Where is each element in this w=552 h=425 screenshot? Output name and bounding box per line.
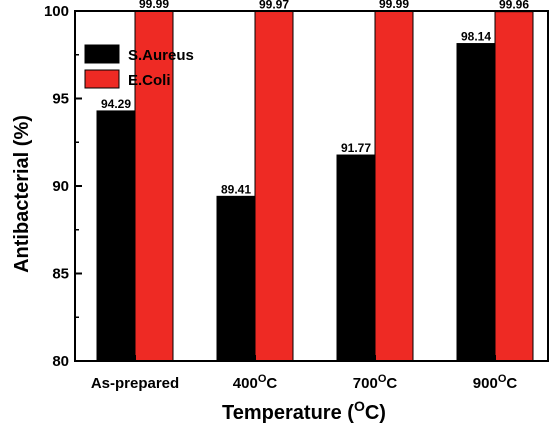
x-tick-label-value: 700: [353, 375, 378, 392]
x-tick-label-value: 900: [473, 375, 498, 392]
data-label: 98.14: [461, 30, 491, 44]
x-axis-title-main: Temperature (: [222, 402, 354, 424]
data-label: 99.99: [379, 0, 409, 11]
legend-swatch: [84, 44, 120, 64]
x-tick-label-value: 400: [233, 375, 258, 392]
x-tick-label-unit: C: [506, 375, 517, 392]
data-label: 99.99: [139, 0, 169, 11]
x-tick-label: 900OC: [473, 373, 518, 392]
x-tick-label: 700OC: [353, 373, 398, 392]
legend-label: E.Coli: [128, 72, 171, 89]
y-axis-title: Antibacterial (%): [11, 115, 33, 273]
data-label: 99.97: [259, 0, 289, 12]
x-axis-title: Temperature (OC): [222, 398, 386, 424]
data-labels-layer: 94.29 89.41 91.77 98.14 99.99 99.97 99.99 99.96: [101, 0, 529, 196]
y-tick-label: 100: [44, 3, 69, 20]
x-axis-title-end: C): [365, 402, 386, 424]
x-tick-label: 400OC: [233, 373, 278, 392]
legend-swatch: [84, 69, 120, 89]
bar-e-coli-1: [254, 11, 294, 362]
bar-e-coli-2: [374, 10, 414, 362]
bar-s-aureus-0: [96, 110, 136, 362]
x-tick-label-sup: O: [258, 373, 267, 385]
bars-layer: [96, 10, 534, 362]
bar-s-aureus-1: [216, 195, 256, 362]
y-tick-label: 90: [52, 178, 69, 195]
data-label: 89.41: [221, 182, 251, 196]
x-tick-label: As-prepared: [91, 375, 179, 392]
x-tick-label-unit: C: [266, 375, 277, 392]
x-tick-label-unit: C: [386, 375, 397, 392]
x-tick-label-sup: O: [498, 373, 507, 385]
y-tick-label: 85: [52, 266, 69, 283]
data-label: 94.29: [101, 97, 131, 111]
data-label: 99.96: [499, 0, 529, 12]
x-axis-title-sup: O: [354, 398, 365, 414]
bar-s-aureus-3: [456, 43, 496, 362]
y-tick-label: 95: [52, 91, 69, 108]
data-label: 91.77: [341, 141, 371, 155]
bar-e-coli-3: [494, 11, 534, 362]
x-tick-label-sup: O: [378, 373, 387, 385]
y-tick-label: 80: [52, 353, 69, 370]
bar-s-aureus-2: [336, 154, 376, 362]
legend: S.Aureus E.Coli: [84, 44, 194, 89]
legend-label: S.Aureus: [128, 47, 194, 64]
